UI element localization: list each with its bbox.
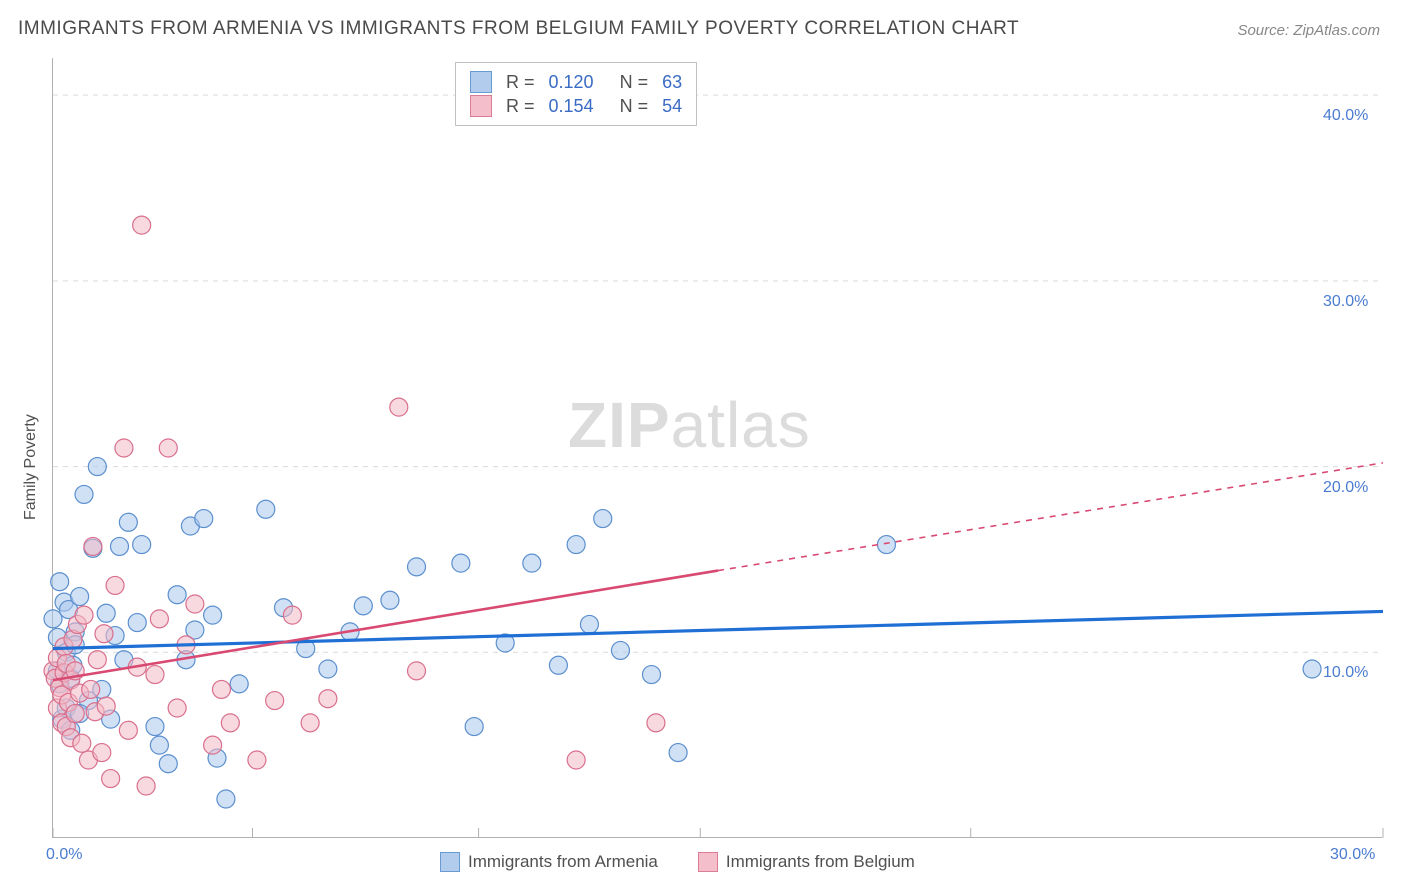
- y-tick-label: 20.0%: [1323, 479, 1368, 497]
- y-axis-label: Family Poverty: [22, 414, 40, 520]
- y-tick-label: 10.0%: [1323, 664, 1368, 682]
- y-tick-label: 30.0%: [1323, 293, 1368, 311]
- stats-r-label: R =: [506, 96, 535, 117]
- stats-r-value: 0.154: [549, 96, 594, 117]
- plot-svg: [53, 58, 1383, 838]
- stats-n-value: 63: [662, 72, 682, 93]
- correlation-stats-legend: R = 0.120 N = 63 R = 0.154 N = 54: [455, 62, 697, 126]
- stats-n-value: 54: [662, 96, 682, 117]
- stats-n-label: N =: [620, 96, 649, 117]
- legend-item-belgium: Immigrants from Belgium: [698, 852, 915, 872]
- legend-item-armenia: Immigrants from Armenia: [440, 852, 658, 872]
- source-attribution: Source: ZipAtlas.com: [1237, 22, 1380, 39]
- legend-swatch: [470, 95, 492, 117]
- scatter-plot-area: ZIPatlas 10.0%20.0%30.0%40.0%: [52, 58, 1382, 838]
- legend-label: Immigrants from Belgium: [726, 852, 915, 872]
- stats-row-armenia: R = 0.120 N = 63: [470, 71, 682, 93]
- chart-title: IMMIGRANTS FROM ARMENIA VS IMMIGRANTS FR…: [18, 18, 1019, 40]
- stats-n-label: N =: [620, 72, 649, 93]
- y-tick-label: 40.0%: [1323, 107, 1368, 125]
- x-tick-label: 30.0%: [1330, 846, 1375, 864]
- legend-swatch: [470, 71, 492, 93]
- legend-swatch: [440, 852, 460, 872]
- stats-row-belgium: R = 0.154 N = 54: [470, 95, 682, 117]
- legend-swatch: [698, 852, 718, 872]
- x-tick-label: 0.0%: [46, 846, 82, 864]
- stats-r-value: 0.120: [549, 72, 594, 93]
- stats-r-label: R =: [506, 72, 535, 93]
- legend-label: Immigrants from Armenia: [468, 852, 658, 872]
- series-legend: Immigrants from Armenia Immigrants from B…: [440, 852, 915, 872]
